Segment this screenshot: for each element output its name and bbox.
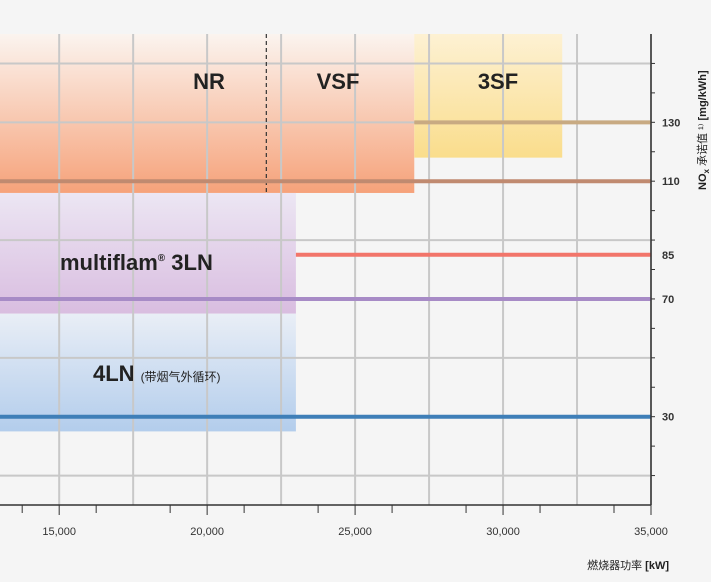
- zone-3sf-area: [414, 34, 563, 158]
- x-tick-label: 30,000: [486, 526, 520, 538]
- zone-multiflam-area: [0, 192, 296, 314]
- zone-vsf-area: [266, 34, 415, 193]
- x-tick-label: 35,000: [634, 526, 668, 538]
- zone-label-nr: NR: [193, 69, 225, 94]
- nox-label-30: 30: [662, 412, 674, 424]
- nox-label-70: 70: [662, 294, 674, 306]
- zone-4ln-area: [0, 313, 296, 432]
- grid-layer: [0, 34, 652, 505]
- axes-layer: [0, 34, 655, 515]
- nox-label-85: 85: [662, 250, 674, 262]
- y-axis-title: NOx 承诺值 ¹⁾ [mg/kWh]: [696, 70, 711, 190]
- zone-label-vsf: VSF: [317, 69, 360, 94]
- nox-lines-layer: [0, 34, 651, 419]
- nox-label-130: 130: [662, 117, 680, 129]
- zone-label-multiflam: multiflam® 3LN: [60, 250, 213, 275]
- zone-label-3sf: 3SF: [478, 69, 518, 94]
- x-tick-label: 15,000: [42, 526, 76, 538]
- labels-layer: 130 110 85 70 30 15,000 20,000 25,000 30,000 35,0…: [42, 69, 711, 572]
- nox-label-110: 110: [662, 176, 680, 188]
- x-tick-label: 20,000: [190, 526, 224, 538]
- zone-label-4ln: 4LN (带烟气外循环): [93, 361, 221, 386]
- zones-layer: [0, 34, 563, 432]
- x-axis-title: 燃烧器功率 [kW]: [587, 558, 669, 572]
- x-tick-label: 25,000: [338, 526, 372, 538]
